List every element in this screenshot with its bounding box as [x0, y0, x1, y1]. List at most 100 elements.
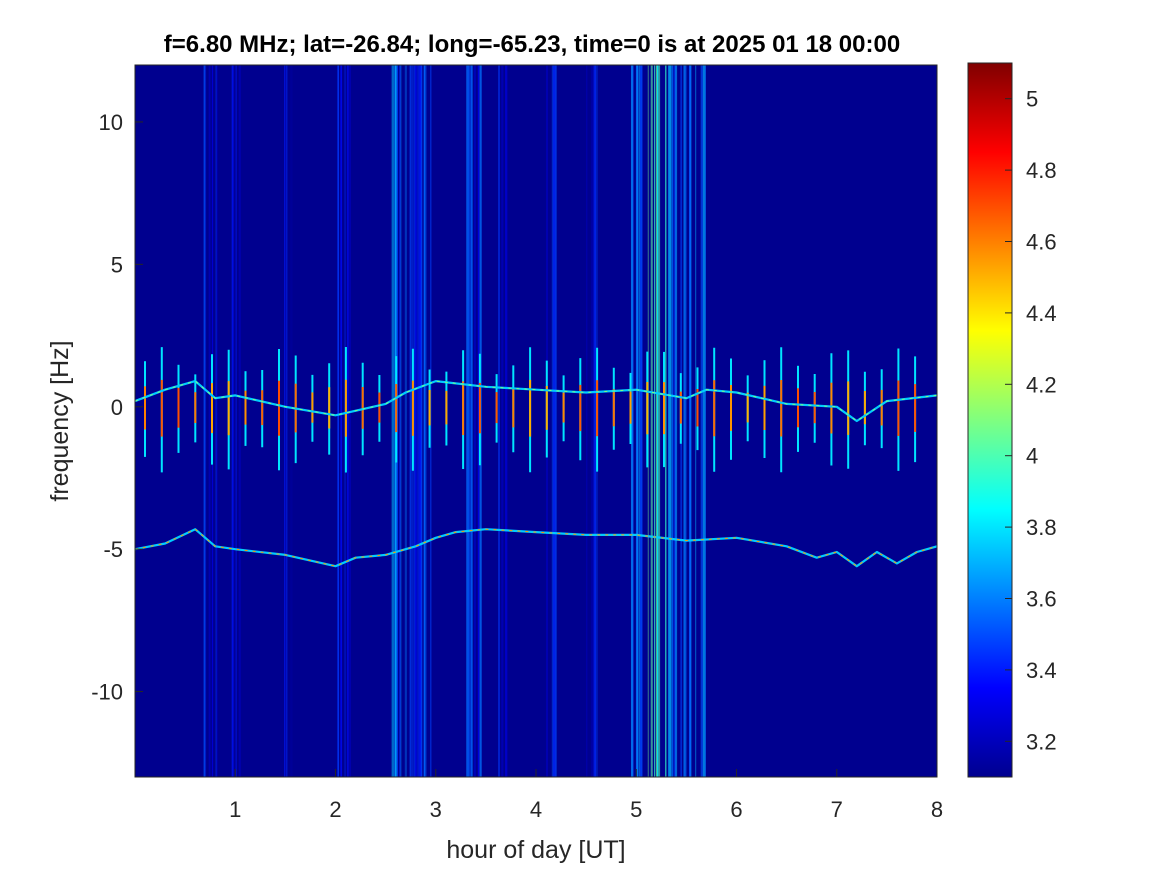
noise-stripe: [505, 65, 507, 777]
colorbar-tick-label: 3.6: [1026, 587, 1057, 612]
noise-stripe: [235, 65, 237, 777]
noise-stripe: [657, 65, 661, 777]
noise-stripe: [349, 65, 351, 777]
doppler-traces: [135, 380, 937, 568]
noise-stripe: [640, 65, 643, 777]
colorbar: 5 4.8 4.6 4.4 4.2 4 3.8 3.6 3.4 3.2: [967, 62, 1057, 778]
noise-stripe: [337, 65, 339, 777]
noise-stripe: [477, 65, 480, 777]
colorbar-tick-label: 3.8: [1026, 515, 1057, 540]
colorbar-tick-label: 4.2: [1026, 372, 1057, 397]
x-tick-label: 4: [530, 797, 542, 822]
noise-band: [668, 65, 706, 777]
noise-stripe: [591, 65, 594, 777]
noise-stripe: [685, 65, 687, 777]
plot-background: [135, 65, 937, 777]
noise-stripe: [399, 65, 401, 777]
noise-stripe: [290, 65, 293, 777]
noise-stripe: [501, 65, 504, 777]
noise-stripe: [284, 65, 287, 777]
noise-stripe: [414, 65, 417, 777]
doppler-trace-highlight: [135, 380, 937, 422]
noise-stripe: [238, 65, 241, 777]
noise-stripe: [703, 65, 706, 777]
y-axis-label: frequency [Hz]: [46, 340, 74, 501]
noise-stripe: [232, 65, 234, 777]
colorbar-tick-label: 4: [1026, 444, 1038, 469]
x-axis-label: hour of day [UT]: [446, 836, 625, 864]
noise-band: [647, 65, 667, 777]
noise-stripe: [689, 65, 691, 777]
noise-band: [284, 65, 293, 777]
noise-stripe: [650, 65, 653, 777]
noise-stripe: [553, 65, 555, 777]
noise-stripe: [286, 65, 288, 777]
noise-stripe: [551, 65, 554, 777]
noise-stripe: [656, 65, 658, 777]
plot-area: [135, 65, 937, 777]
doppler-trace-highlight: [135, 528, 937, 567]
noise-stripe: [683, 65, 686, 777]
noise-stripe: [417, 65, 420, 777]
x-tick-label: 7: [831, 797, 843, 822]
noise-stripe: [409, 65, 412, 777]
noise-stripe: [695, 65, 697, 777]
colorbar-tick-label: 4.4: [1026, 301, 1057, 326]
noise-stripe: [400, 65, 402, 777]
noise-stripe: [675, 65, 678, 777]
noise-stripe: [673, 65, 677, 777]
noise-band: [498, 65, 508, 777]
colorbar-ticks: 5 4.8 4.6 4.4 4.2 4 3.8 3.6 3.4 3.2: [1005, 87, 1057, 754]
noise-stripe: [654, 65, 656, 777]
noise-stripe: [404, 65, 407, 777]
noise-stripe: [668, 65, 671, 777]
noise-stripe: [671, 65, 674, 777]
noise-stripe: [430, 65, 432, 777]
x-tick-label: 2: [329, 797, 341, 822]
noise-band: [231, 65, 241, 777]
noise-stripe: [208, 65, 211, 777]
noise-stripe: [683, 65, 685, 777]
noise-stripe: [586, 65, 588, 777]
noise-stripe: [413, 65, 416, 777]
colorbar-tick-label: 4.8: [1026, 158, 1057, 183]
colorbar-gradient: [968, 63, 1012, 777]
x-axis-ticks: 1 2 3 4 5 6 7 8: [229, 769, 943, 822]
y-tick-label: 0: [111, 395, 123, 420]
y-tick-label: 10: [99, 110, 123, 135]
chart-title: f=6.80 MHz; lat=-26.84; long=-65.23, tim…: [164, 31, 900, 58]
noise-stripe: [340, 65, 343, 777]
colorbar-tick-label: 5: [1026, 87, 1038, 112]
colorbar-frame: [967, 62, 1013, 778]
noise-stripe: [204, 65, 207, 777]
x-tick-label: 5: [630, 797, 642, 822]
noise-stripe: [554, 65, 557, 777]
noise-stripe: [424, 65, 427, 777]
noise-stripe: [466, 65, 469, 777]
noise-stripe: [631, 65, 634, 777]
noise-stripe: [473, 65, 476, 777]
noise-stripe: [638, 65, 640, 777]
noise-stripe: [700, 65, 703, 777]
y-tick-label: 5: [111, 252, 123, 277]
noise-stripe: [391, 65, 394, 777]
noise-stripe: [665, 65, 667, 777]
y-axis-ticks: 10 5 0 -5 -10: [91, 110, 143, 705]
noise-stripe: [636, 65, 638, 777]
noise-band: [631, 65, 643, 777]
noise-stripe: [203, 65, 205, 777]
noise-stripe: [346, 65, 349, 777]
noise-stripe: [669, 65, 672, 777]
noise-stripe: [232, 65, 235, 777]
noise-stripe: [420, 65, 423, 777]
noise-stripe: [498, 65, 500, 777]
colorbar-tick-label: 3.2: [1026, 729, 1057, 754]
noise-stripe: [467, 65, 470, 777]
x-tick-label: 8: [931, 797, 943, 822]
y-tick-label: -10: [91, 680, 123, 705]
noise-stripe: [215, 65, 218, 777]
noise-stripe: [656, 65, 659, 777]
noise-stripe: [593, 65, 596, 777]
noise-stripe: [394, 65, 396, 777]
